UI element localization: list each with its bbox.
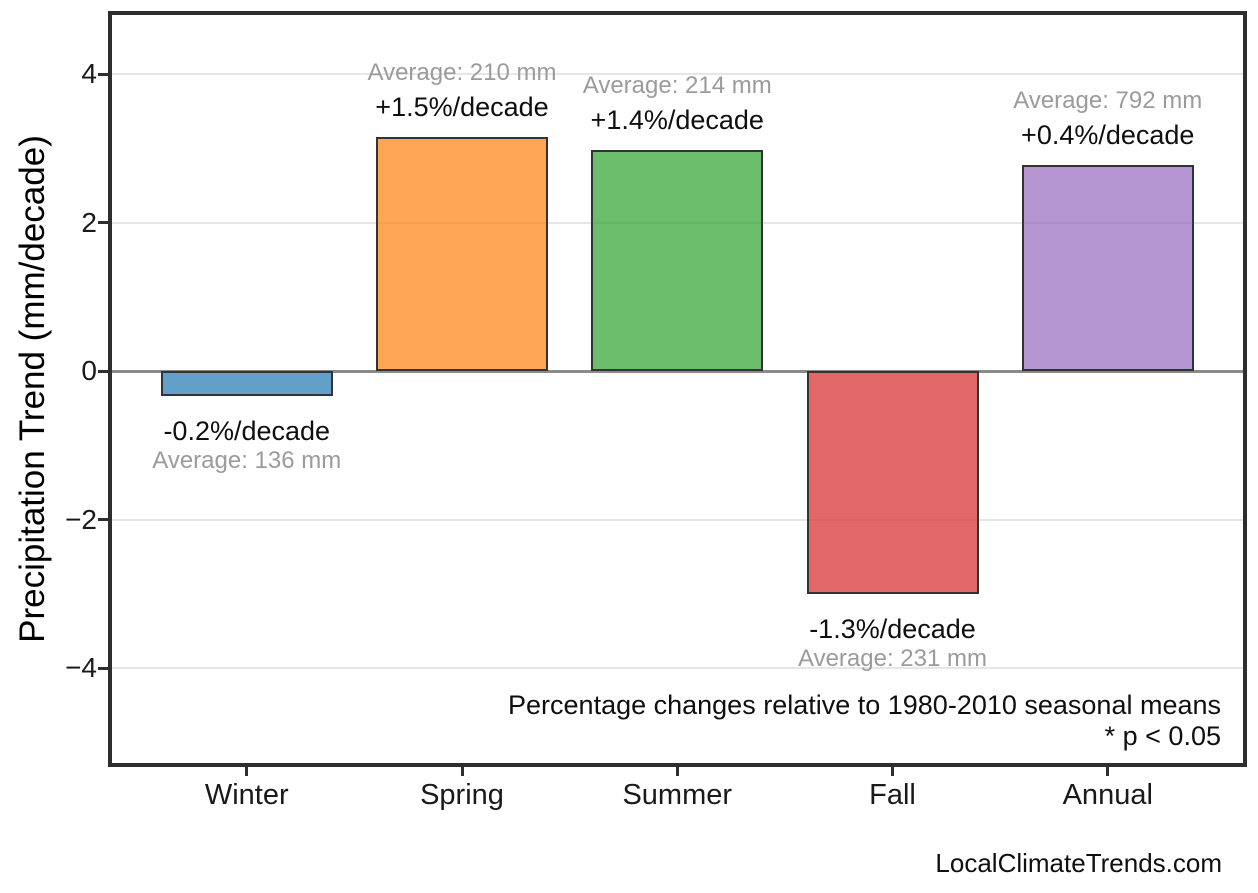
y-tick-label-−2: −2 [65,503,97,535]
x-tick-mark-spring [460,765,464,776]
trend-label-winter: -0.2%/decade [163,415,331,446]
bar-summer [591,150,764,371]
gridline-y-−2 [110,518,1245,521]
gridline-y-4 [110,73,1245,75]
annotation-note-2: * p < 0.05 [1104,721,1221,751]
average-label-spring: Average: 210 mm [367,59,557,87]
x-tick-label-spring: Spring [420,779,504,811]
bar-spring [376,137,548,371]
y-tick-label-−4: −4 [65,652,97,683]
y-tick-mark-−4 [98,666,110,670]
trend-label-summer: +1.4%/decade [590,105,764,136]
average-label-fall: Average: 231 mm [798,644,987,672]
y-tick-mark-−2 [98,518,110,521]
plot-area [110,13,1245,765]
y-tick-label-4: 4 [81,58,97,89]
average-label-summer: Average: 214 mm [582,72,772,100]
x-tick-mark-winter [245,765,249,776]
bar-annual [1021,165,1194,371]
trend-label-annual: +0.4%/decade [1021,120,1195,151]
y-tick-mark-2 [98,221,110,224]
x-tick-label-summer: Summer [622,779,733,811]
average-label-annual: Average: 792 mm [1013,87,1203,115]
watermark: LocalClimateTrends.com [935,848,1222,878]
x-tick-label-fall: Fall [869,779,916,811]
x-tick-label-annual: Annual [1062,779,1153,811]
average-label-winter: Average: 136 mm [152,446,342,474]
x-tick-mark-annual [1106,765,1110,776]
trend-label-fall: -1.3%/decade [809,613,976,644]
annotation-note-1: Percentage changes relative to 1980-2010… [508,690,1221,720]
y-tick-label-2: 2 [81,206,97,238]
x-tick-mark-fall [891,765,894,776]
gridline-y-−4 [110,667,1245,669]
x-tick-mark-summer [675,765,679,776]
bar-fall [806,371,979,594]
bar-winter [160,371,333,396]
zero-line [110,369,1245,373]
x-tick-label-winter: Winter [204,779,289,811]
y-tick-mark-0 [98,369,110,373]
y-tick-label-0: 0 [81,355,97,386]
y-tick-mark-4 [98,72,110,76]
trend-label-spring: +1.5%/decade [375,92,549,123]
